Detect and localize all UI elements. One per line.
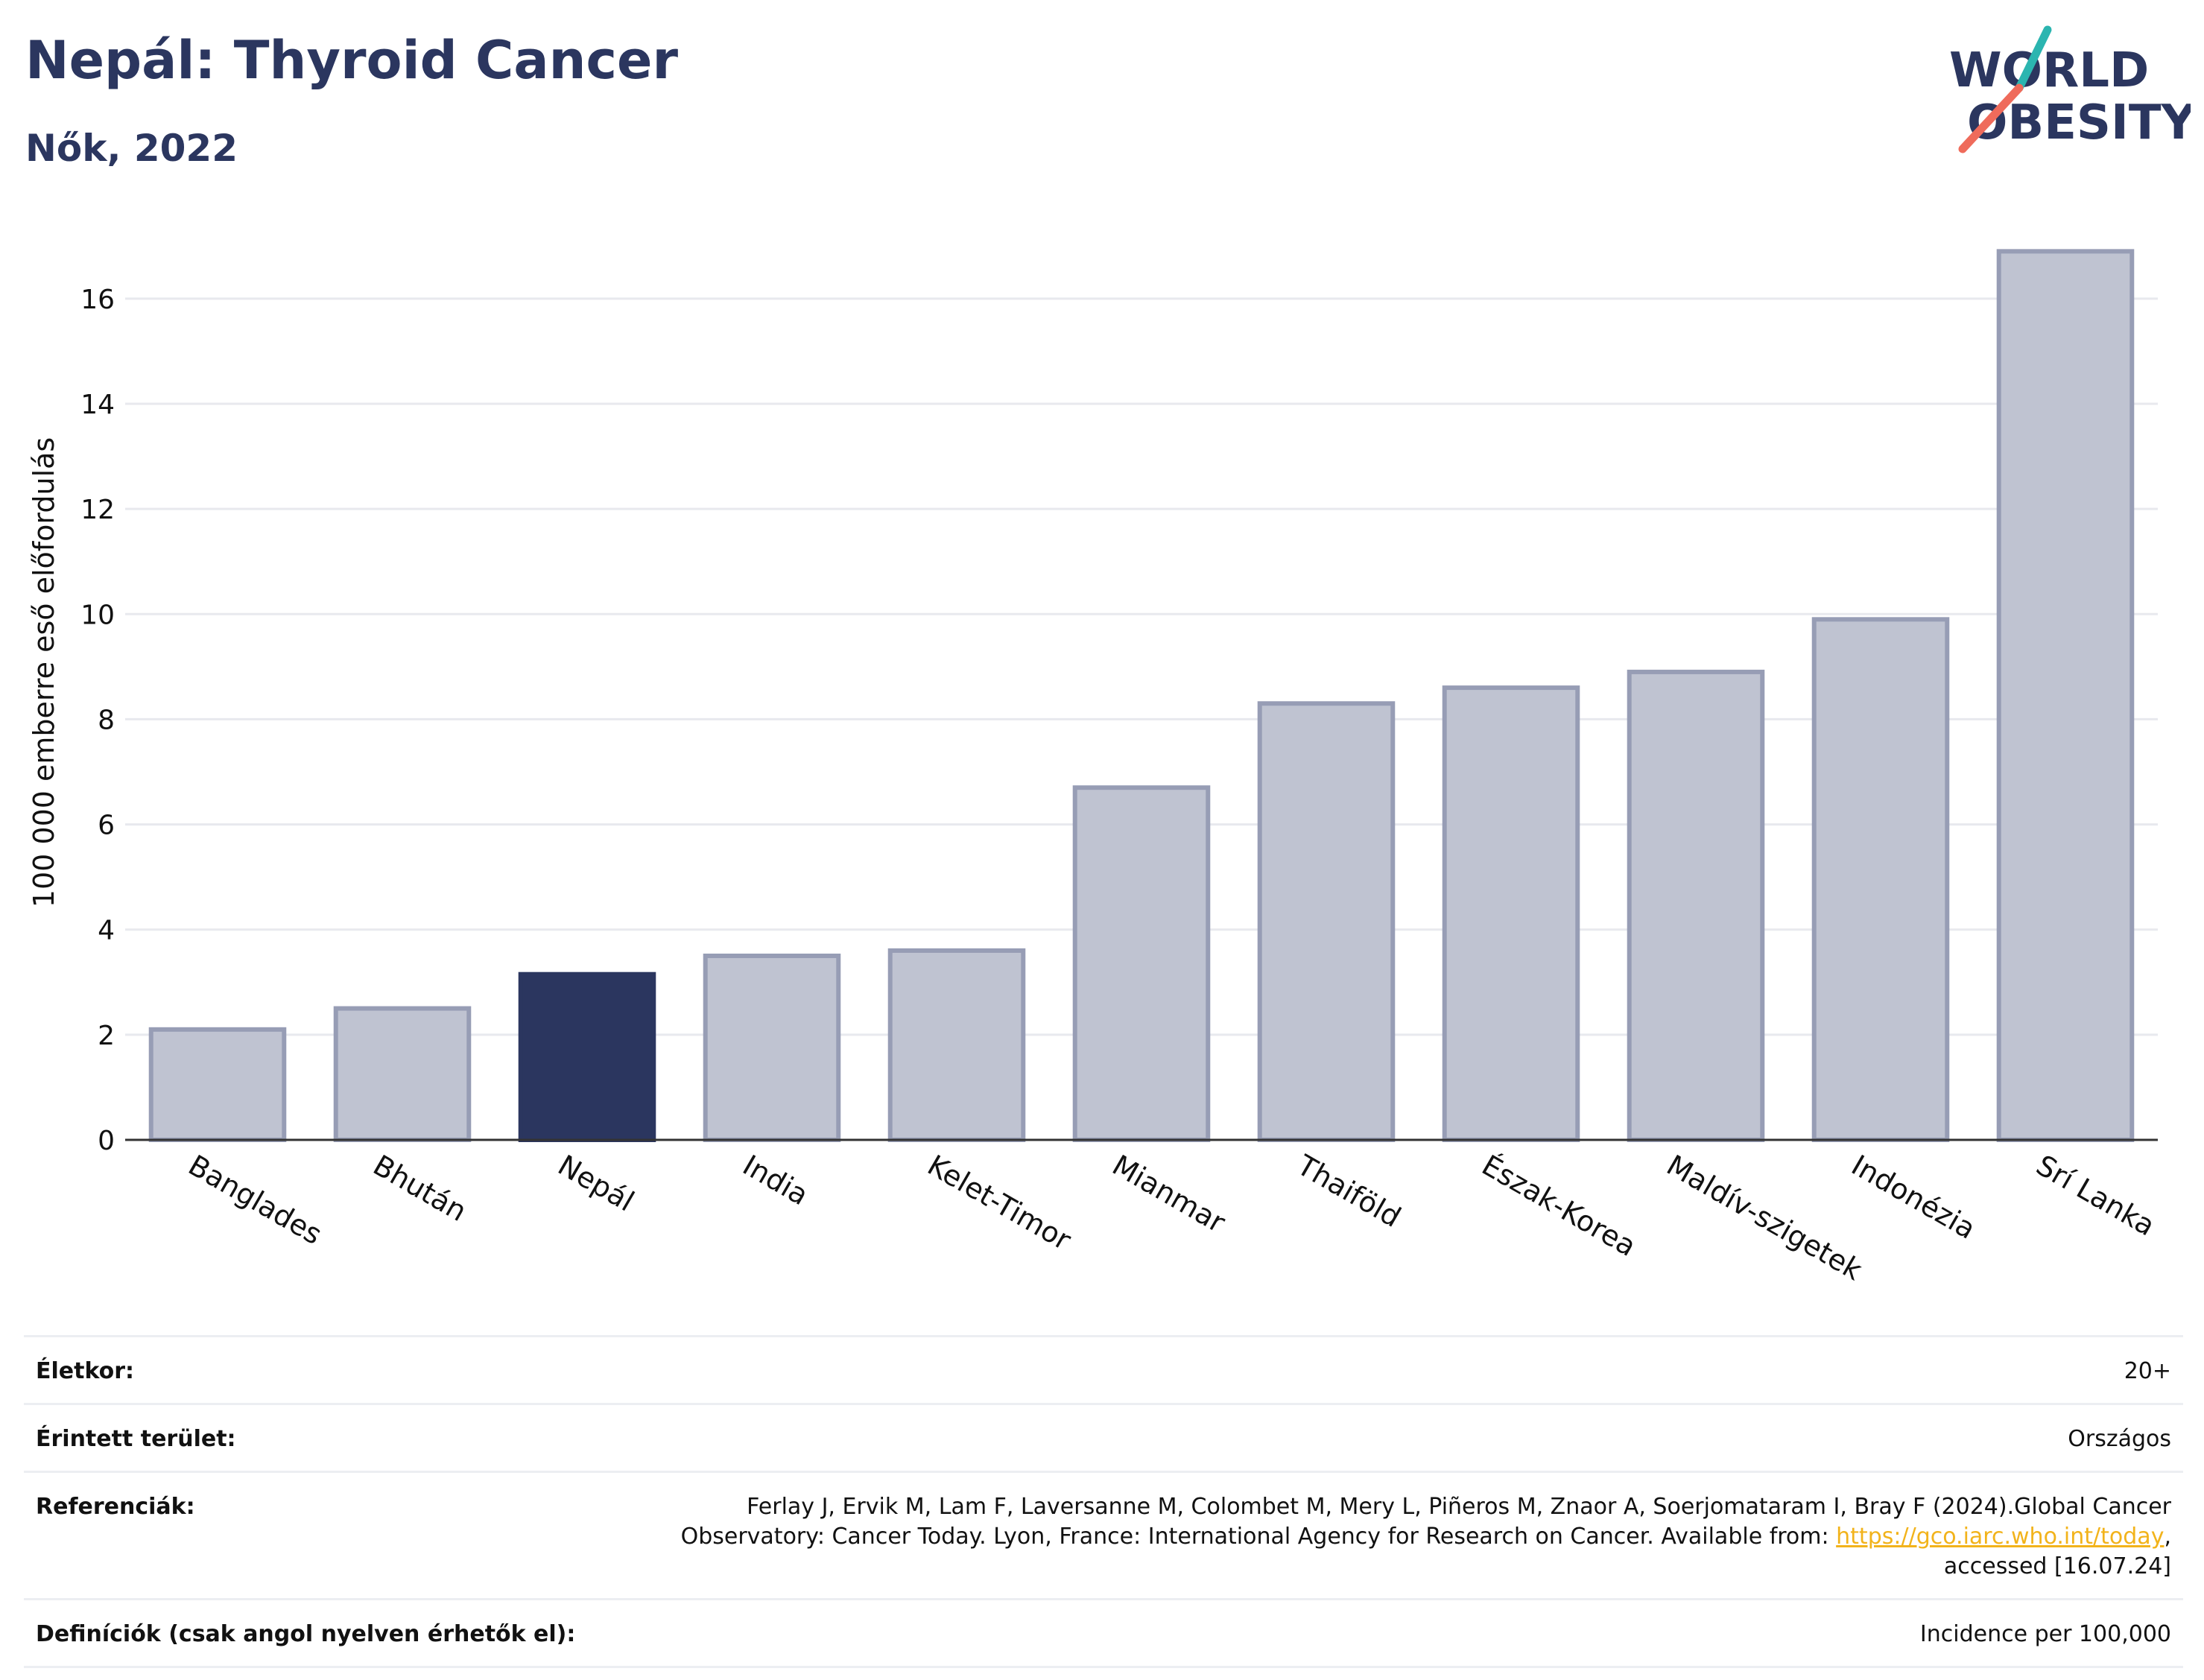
y-tick-label: 8: [98, 705, 115, 735]
x-tick-label: Maldív-szigetek: [1662, 1149, 1868, 1287]
bars: [148, 249, 2135, 1143]
x-tick-labels: Banglades Bhután Nepál India Kelet-Timor Mian…: [183, 1148, 2161, 1287]
page-title: Nepál: Thyroid Cancer: [25, 30, 678, 91]
bar-3: [703, 954, 841, 1142]
x-tick-label: India: [738, 1149, 814, 1212]
reference-text: Ferlay J, Ervik M, Lam F, Laversanne M, …: [680, 1494, 2171, 1550]
info-value-definitions: Incidence per 100,000: [1919, 1621, 2171, 1647]
y-axis-label: 100 000 emberre eső előfordulás: [28, 437, 60, 907]
x-tick-label: Észak-Korea: [1477, 1149, 1642, 1263]
x-tick-label: Thaiföld: [1291, 1148, 1407, 1234]
page-subtitle: Nők, 2022: [25, 127, 238, 170]
info-label-definitions: Definíciók (csak angol nyelven érhetők e…: [36, 1621, 576, 1647]
bar-2: [518, 971, 656, 1142]
reference-link[interactable]: https://gco.iarc.who.int/today: [1836, 1524, 2165, 1550]
y-tick-label: 0: [98, 1126, 115, 1156]
x-tick-label: Bhután: [368, 1149, 472, 1228]
bar-8: [1627, 669, 1765, 1142]
bar-5: [1072, 785, 1211, 1142]
info-row-area: Érintett terület: Országos: [24, 1404, 2183, 1472]
bar-6: [1257, 701, 1396, 1142]
bar-chart: 0 2 4 6 8 10 12 14 16 Banglades Bhután Nepál India K…: [28, 249, 2161, 1287]
y-tick-label: 16: [80, 285, 115, 315]
x-tick-label: Srí Lanka: [2031, 1149, 2161, 1243]
info-value-age: 20+: [2124, 1358, 2171, 1384]
world-obesity-logo: WORLD OBESITY: [1949, 25, 2191, 153]
info-value-references: Ferlay J, Ervik M, Lam F, Laversanne M, …: [614, 1472, 2183, 1600]
y-tick-label: 12: [80, 495, 115, 525]
y-tick-label: 4: [98, 916, 115, 946]
bar-4: [887, 948, 1026, 1143]
logo-slash-bottom: [1958, 83, 2024, 153]
info-label-area: Érintett terület:: [36, 1426, 236, 1452]
x-tick-label: Indonézia: [1846, 1149, 1981, 1246]
bar-7: [1442, 685, 1580, 1142]
y-tick-label: 14: [80, 390, 115, 420]
bar-0: [148, 1027, 287, 1143]
x-tick-label: Banglades: [183, 1149, 328, 1251]
info-row-references: Referenciák: Ferlay J, Ervik M, Lam F, L…: [24, 1471, 2183, 1600]
info-value-area: Országos: [2068, 1426, 2171, 1452]
x-tick-label: Nepál: [553, 1149, 640, 1218]
reference-accessed: , accessed [16.07.24]: [1943, 1524, 2171, 1579]
logo-text-world: WORLD: [1949, 43, 2149, 98]
info-row-definitions: Definíciók (csak angol nyelven érhetők e…: [24, 1599, 2183, 1667]
bar-10: [1996, 249, 2135, 1142]
y-tick-labels: 0 2 4 6 8 10 12 14 16: [80, 285, 115, 1156]
bar-1: [333, 1006, 472, 1142]
logo-slash-top: [2015, 25, 2052, 92]
info-label-references: Referenciák:: [36, 1494, 195, 1520]
y-tick-label: 2: [98, 1021, 115, 1051]
info-row-age: Életkor: 20+: [24, 1336, 2183, 1404]
x-tick-label: Mianmar: [1107, 1149, 1232, 1240]
info-label-age: Életkor:: [36, 1358, 135, 1384]
info-table: Életkor: 20+ Érintett terület: Országos …: [24, 1335, 2183, 1668]
y-tick-label: 10: [80, 600, 115, 630]
x-tick-label: Kelet-Timor: [922, 1149, 1077, 1257]
bar-9: [1811, 617, 1950, 1142]
y-tick-label: 6: [98, 811, 115, 841]
